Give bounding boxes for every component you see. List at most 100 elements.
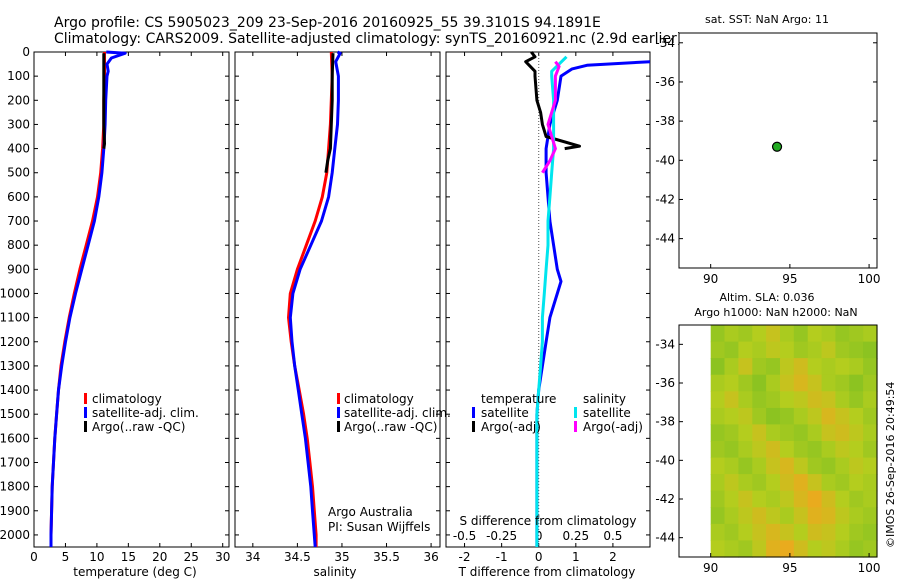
y-tick-label: 200	[7, 93, 30, 107]
y-tick-label: -42	[655, 492, 675, 506]
heatmap-cell	[766, 424, 781, 442]
s-tick-label: 0.25	[562, 529, 589, 543]
y-tick-label: 2000	[0, 528, 30, 542]
y-tick-label: 1200	[0, 335, 30, 349]
heatmap-cell	[821, 507, 837, 525]
heatmap-cell	[793, 490, 809, 508]
heatmap-cell	[807, 358, 823, 376]
legend-header-temperature: temperature	[481, 392, 556, 406]
x-tick-label: 35	[334, 550, 349, 564]
map-frame	[678, 324, 878, 558]
heatmap-cell	[766, 540, 781, 558]
heatmap-cell	[780, 325, 795, 343]
heatmap-cell	[738, 391, 753, 409]
heatmap-cell	[738, 407, 753, 426]
heatmap-cell	[780, 457, 795, 475]
heatmap-cell	[863, 374, 878, 392]
y-tick-label: -34	[655, 337, 675, 351]
heatmap-cell	[793, 374, 809, 392]
legend-label-argo: Argo(..raw -QC)	[92, 420, 185, 434]
legend-label-s-satellite: satellite	[583, 406, 631, 420]
x-tick-label: 25	[184, 550, 199, 564]
heatmap-cell	[766, 523, 781, 542]
heatmap-cell	[835, 341, 850, 359]
heatmap-cell	[780, 407, 795, 426]
heatmap-cell	[807, 424, 823, 442]
s-difference-label: S difference from climatology	[460, 514, 637, 528]
legend-swatch-s-argo	[574, 421, 577, 432]
heatmap-cell	[835, 540, 850, 558]
heatmap-cell	[780, 507, 795, 525]
heatmap-cell	[752, 441, 767, 459]
heatmap-cell	[835, 523, 850, 542]
heatmap-cell	[835, 490, 850, 508]
heatmap-cell	[780, 341, 795, 359]
heatmap-cell	[863, 391, 878, 409]
x-tick-label: 5	[62, 550, 70, 564]
heatmap-cell	[849, 540, 864, 558]
y-tick-label: 800	[7, 238, 30, 252]
sla-map-title: Altim. SLA: 0.036	[719, 291, 814, 304]
heatmap-cell	[738, 474, 753, 492]
heatmap-cell	[724, 457, 739, 475]
heatmap-cell	[793, 407, 809, 426]
y-tick-label: 1400	[0, 383, 30, 397]
y-tick-label: -36	[655, 75, 675, 89]
sst-map-title: sat. SST: NaN Argo: 11	[705, 13, 829, 26]
y-tick-label: 1000	[0, 286, 30, 300]
series-line	[102, 53, 106, 149]
y-tick-label: 1800	[0, 480, 30, 494]
heatmap-cell	[738, 374, 753, 392]
y-tick-label: 1700	[0, 455, 30, 469]
x-tick-label: 36	[423, 550, 438, 564]
y-tick-label: -34	[655, 36, 675, 50]
x-tick-label: 20	[152, 550, 167, 564]
heatmap-cell	[793, 523, 809, 542]
legend-swatch-argo	[337, 421, 340, 432]
heatmap-cell	[807, 457, 823, 475]
heatmap-cell	[710, 325, 726, 343]
heatmap-cell	[710, 374, 726, 392]
x-tick-label: 95	[782, 272, 797, 286]
heatmap-cell	[780, 441, 795, 459]
y-tick-label: -44	[655, 232, 675, 246]
series-line	[49, 52, 106, 547]
x-tick-label: 95	[782, 561, 797, 575]
x-tick-label: 15	[121, 550, 136, 564]
plot-frame	[33, 51, 230, 548]
heatmap-cell	[849, 490, 864, 508]
heatmap-cell	[724, 391, 739, 409]
heatmap-cell	[849, 407, 864, 426]
heatmap-cell	[752, 424, 767, 442]
y-tick-label: 1600	[0, 431, 30, 445]
heatmap-cell	[710, 441, 726, 459]
heatmap-cell	[710, 507, 726, 525]
heatmap-cell	[793, 441, 809, 459]
legend-label-climatology: climatology	[344, 392, 414, 406]
heatmap-cell	[821, 490, 837, 508]
heatmap-cell	[821, 407, 837, 426]
heatmap-cell	[793, 474, 809, 492]
heatmap-cell	[780, 424, 795, 442]
heatmap-cell	[766, 358, 781, 376]
heatmap-cell	[710, 358, 726, 376]
heatmap-cell	[752, 523, 767, 542]
y-tick-label: -42	[655, 192, 675, 206]
legend-label-satellite: satellite-adj. clim.	[344, 406, 451, 420]
heatmap-cell	[849, 374, 864, 392]
heatmap-cell	[863, 407, 878, 426]
heatmap-cell	[766, 441, 781, 459]
heatmap-cell	[780, 374, 795, 392]
y-tick-label: 1100	[0, 311, 30, 325]
heatmap-cell	[807, 523, 823, 542]
s-tick-label: -0.5	[453, 529, 476, 543]
heatmap-cell	[752, 540, 767, 558]
heatmap-cell	[724, 523, 739, 542]
header-line-2: Climatology: CARS2009. Satellite-adjuste…	[54, 31, 682, 47]
heatmap-cell	[835, 507, 850, 525]
heatmap-cell	[766, 325, 781, 343]
heatmap-cell	[724, 507, 739, 525]
heatmap-cell	[738, 341, 753, 359]
heatmap-cell	[849, 507, 864, 525]
heatmap-cell	[835, 407, 850, 426]
